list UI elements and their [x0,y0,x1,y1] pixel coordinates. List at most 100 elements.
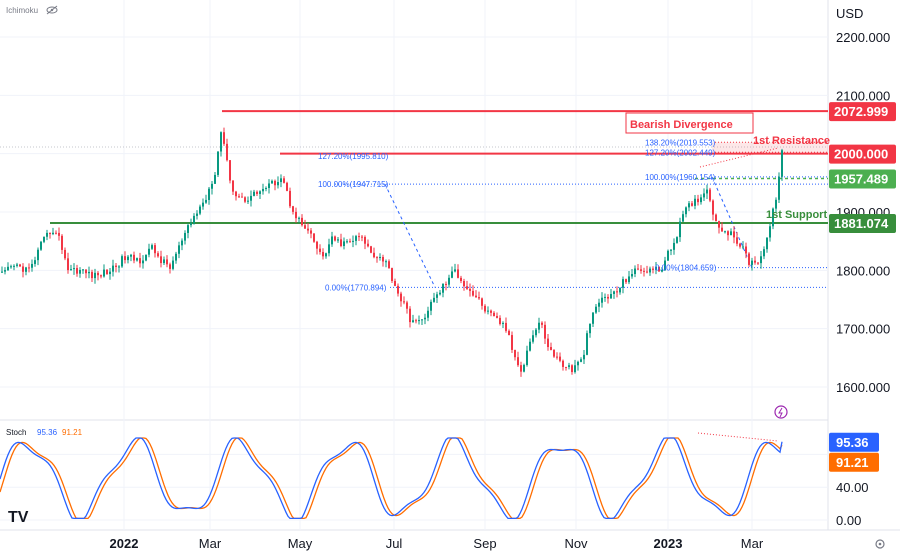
stoch-d-line [0,437,783,520]
candle-body [667,250,669,261]
candle-body [529,341,531,351]
candle-body [583,354,585,360]
stoch-k-legend: 95.36 [37,428,58,437]
candle-body [28,267,30,269]
candle-body [364,237,366,244]
candle-body [190,223,192,226]
candle-body [601,297,603,303]
candle-body [316,241,318,249]
candle-body [232,180,234,192]
candle-body [532,335,534,342]
candle-body [148,248,150,255]
candle-body [433,297,435,302]
candle-body [139,258,141,264]
candle-body [205,199,207,203]
bearish-divergence-box [625,112,754,134]
candle-body [409,308,411,323]
lightning-icon[interactable] [774,405,788,419]
candle-body [55,232,57,234]
candle-body [658,266,660,272]
candle-body [517,357,519,366]
eye-icon[interactable] [46,5,58,15]
stoch-d-badge-label: 91.21 [836,455,869,470]
candle-body [175,253,177,261]
price-tick-label: 1800.000 [836,263,890,278]
candle-body [367,243,369,247]
candle-body [454,269,456,272]
candle-body [223,132,225,144]
candle-body [508,330,510,336]
candle-body [502,322,504,324]
candle-body [541,322,543,325]
candle-body [469,288,471,291]
candles [1,127,783,377]
candle-body [256,191,258,194]
candle-body [547,338,549,348]
candle-body [418,320,420,322]
candle-body [496,316,498,318]
candle-body [703,193,705,198]
stoch-d-badge [829,452,879,472]
candle-body [349,241,351,243]
candle-body [52,232,54,235]
candle-body [772,208,774,227]
stoch-tick-label: 40.00 [836,480,869,495]
candle-body [292,206,294,212]
candle-body [325,253,327,257]
price-badge [829,214,896,234]
candle-body [511,335,513,350]
candle-body [535,329,537,336]
candle-body [685,207,687,215]
candle-body [229,160,231,181]
stoch-pane [0,432,783,520]
time-tick-label: 2022 [110,536,139,551]
tradingview-logo: TV [8,509,29,526]
candle-body [37,249,39,261]
candle-body [637,268,639,270]
fib-left-label: 127.20%(1995.810) [318,152,389,161]
candle-body [559,356,561,361]
candle-body [592,312,594,324]
candle-body [589,323,591,334]
gear-icon[interactable] [875,539,885,549]
candle-body [106,269,108,275]
fib-right-label: 0.00%(1804.659) [655,264,717,273]
candle-body [115,265,117,267]
candle-body [151,245,153,249]
candle-body [709,189,711,201]
candle-body [31,263,33,268]
candle-body [247,200,249,202]
candle-body [652,268,654,270]
candle-body [550,347,552,350]
candle-body [766,237,768,250]
candle-body [307,228,309,231]
candle-body [46,232,48,237]
candle-body [760,256,762,264]
candle-body [97,272,99,276]
candle-body [370,246,372,253]
price-badge [829,169,896,189]
candle-body [274,180,276,186]
candle-body [43,236,45,242]
candle-body [700,197,702,203]
price-badge [829,144,896,164]
candle-body [613,291,615,295]
candle-body [286,182,288,191]
candle-body [718,221,720,228]
candle-body [490,310,492,313]
price-badge [829,102,896,122]
time-tick-label: Jul [386,536,403,551]
candle-body [142,260,144,264]
candle-body [382,256,384,262]
support-label: 1st Support [766,209,827,221]
candle-body [472,290,474,296]
fib-right-label: 138.20%(2019.553) [645,138,716,147]
candle-body [166,259,168,265]
fib-right-label: 100.00%(1960.154) [645,173,716,182]
candle-body [235,191,237,197]
stoch-label: Stoch [6,428,26,437]
candle-body [577,361,579,366]
candle-body [622,279,624,288]
candle-body [250,195,252,201]
candle-body [676,237,678,243]
